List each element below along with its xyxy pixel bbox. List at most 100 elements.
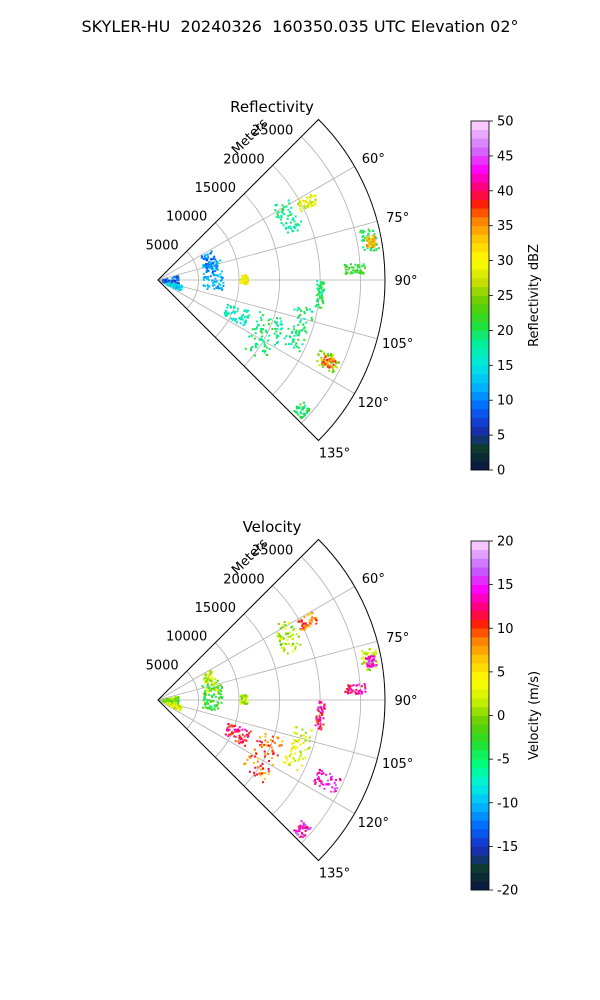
echo-pixel (208, 693, 211, 696)
echo-pixel (368, 230, 371, 233)
echo-pixel (219, 684, 222, 686)
echo-pixel (261, 335, 264, 338)
echo-pixel (298, 315, 300, 318)
echo-pixel (217, 285, 220, 288)
angle-tick-label: 75° (386, 211, 409, 226)
echo-pixel (306, 828, 309, 831)
echo-pixel (164, 280, 166, 283)
echo-pixel (321, 362, 324, 365)
echo-pixel (208, 285, 211, 288)
echo-pixel (273, 332, 276, 335)
echo-pixel (373, 243, 376, 246)
echo-pixel (208, 677, 211, 680)
echo-pixel (374, 664, 377, 667)
echo-pixel (245, 310, 248, 313)
echo-pixel (251, 346, 254, 349)
echo-pixel (364, 267, 367, 270)
echo-pixel (297, 413, 300, 416)
echo-pixel (217, 707, 220, 710)
range-tick-label: 15000 (195, 601, 236, 616)
echo-pixel (266, 744, 269, 747)
echo-pixel (332, 354, 334, 357)
echo-pixel (207, 277, 210, 280)
echo-pixel (356, 268, 359, 271)
echo-pixel (204, 706, 207, 709)
echo-pixel (353, 690, 356, 693)
echo-pixel (176, 706, 178, 709)
echo-pixel (353, 269, 356, 272)
echo-pixel (321, 708, 323, 711)
echo-pixel (302, 822, 305, 825)
echo-pixel (209, 264, 212, 267)
echo-pixel (212, 270, 215, 273)
echo-pixel (274, 343, 277, 346)
echo-pixel (323, 288, 326, 291)
echo-pixel (219, 279, 222, 282)
echo-pixel (220, 696, 223, 699)
echo-pixel (326, 363, 328, 366)
echo-pixel (285, 643, 288, 646)
echo-pixel (213, 708, 216, 711)
angle-tick-label: 60° (362, 572, 385, 587)
colorbar-segment (471, 575, 489, 585)
echo-pixel (292, 217, 295, 220)
echo-pixel (294, 648, 297, 650)
echo-pixel (278, 640, 281, 643)
echo-pixel (310, 620, 313, 623)
echo-pixel (283, 206, 286, 209)
colorbar-segment (471, 251, 489, 261)
echo-pixel (371, 652, 374, 655)
azimuth-gridline (157, 166, 355, 281)
echo-pixel (239, 738, 242, 741)
echo-pixel (220, 270, 223, 273)
echo-pixel (262, 340, 265, 343)
colorbar-tick-label: 40 (497, 184, 514, 199)
echo-pixel (319, 719, 322, 722)
echo-pixel (318, 719, 320, 722)
echo-pixel (333, 787, 336, 790)
echo-pixel (287, 208, 290, 211)
echo-pixel (346, 688, 349, 690)
colorbar-tick-label: -5 (497, 753, 510, 768)
colorbar-tick-label: 20 (497, 535, 514, 550)
colorbar-segment (471, 278, 489, 288)
echo-pixel (277, 216, 280, 219)
echo-pixel (374, 650, 377, 653)
echo-pixel (255, 327, 258, 330)
echo-pixel (298, 828, 301, 830)
echo-pixel (322, 289, 325, 292)
echo-pixel (356, 692, 359, 695)
colorbar-segment (471, 408, 489, 418)
echo-pixel (298, 620, 301, 623)
echo-pixel (228, 312, 230, 315)
echo-pixel (216, 268, 219, 271)
echo-pixel (209, 700, 212, 703)
echo-pixel (293, 346, 295, 349)
echo-pixel (231, 732, 234, 735)
echo-pixel (373, 234, 376, 237)
colorbar-segment (471, 330, 489, 340)
colorbar-segment (471, 435, 489, 445)
echo-pixel (263, 351, 266, 354)
echo-pixel (242, 696, 245, 699)
echo-pixel (360, 685, 363, 688)
echo-pixel (227, 303, 229, 306)
echo-pixel (318, 779, 321, 782)
echo-pixel (245, 281, 248, 284)
echo-pixel (237, 730, 240, 733)
echo-pixel (325, 361, 328, 364)
colorbar-tick-label: 15 (497, 359, 514, 374)
echo-pixel (362, 272, 365, 275)
echo-pixel (283, 621, 286, 623)
echo-pixel (318, 294, 321, 297)
colorbar-segment (471, 584, 489, 594)
echo-pixel (223, 313, 226, 316)
echo-pixel (345, 272, 348, 275)
echo-pixel (333, 358, 336, 361)
echo-pixel (267, 744, 270, 747)
echo-pixel (216, 679, 219, 682)
echo-pixel (175, 699, 178, 702)
echo-pixel (297, 346, 300, 349)
echo-pixel (164, 279, 167, 282)
echo-pixel (344, 268, 347, 271)
